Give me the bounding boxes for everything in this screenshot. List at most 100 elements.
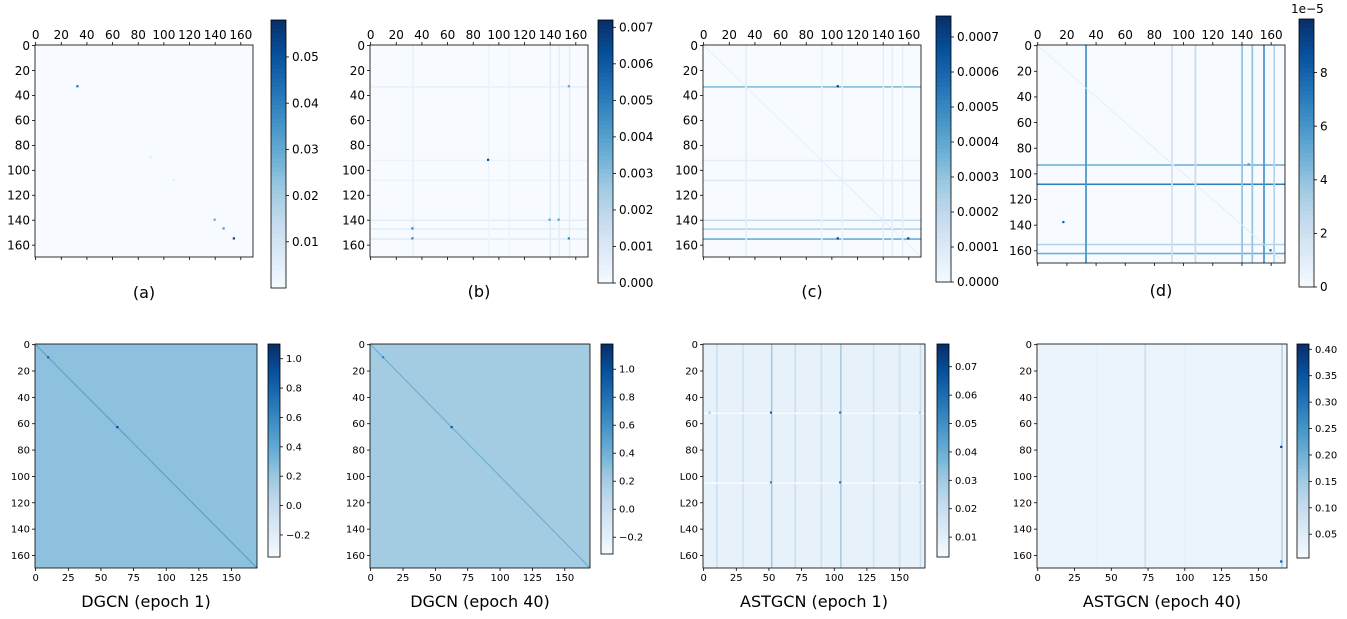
colorbar-tick-label: 6 — [1320, 119, 1328, 133]
colorbar-segment — [937, 553, 949, 558]
colorbar-segment — [1297, 433, 1309, 438]
colorbar-segment — [268, 489, 280, 494]
y-tick-label: 100 — [342, 164, 365, 178]
colorbar-segment — [601, 501, 613, 506]
colorbar-tick-label: 8 — [1320, 66, 1328, 80]
colorbar-segment — [271, 20, 286, 26]
colorbar-segment — [598, 177, 613, 183]
colorbar-segment — [598, 72, 613, 78]
x-tick-label: 80 — [1147, 28, 1162, 42]
colorbar-segment — [1297, 376, 1309, 381]
colorbar-tick-label: 0.000 — [619, 276, 653, 290]
colorbar-segment — [271, 87, 286, 93]
y-tick-label: 160 — [1009, 244, 1032, 258]
colorbar-segment — [937, 503, 949, 508]
colorbar-segment — [937, 542, 949, 547]
y-tick-label: 100 — [1013, 472, 1032, 483]
colorbar-segment — [598, 182, 613, 188]
colorbar-segment — [598, 68, 613, 74]
colorbar-multiplier: 1e−5 — [1291, 2, 1324, 16]
x-tick-label: 160 — [1260, 28, 1283, 42]
colorbar-segment — [1299, 36, 1314, 42]
colorbar-segment — [271, 162, 286, 168]
colorbar-segment — [1299, 220, 1314, 226]
x-tick-label: 150 — [890, 573, 909, 584]
colorbar-segment — [937, 446, 949, 452]
colorbar-segment — [1297, 483, 1309, 488]
colorbar-segment — [936, 202, 951, 208]
colorbar-segment — [1299, 23, 1314, 29]
colorbar-segment — [271, 28, 286, 34]
y-tick-label: 40 — [17, 393, 30, 404]
heatmap-frame — [702, 44, 922, 258]
heatmap-row-band — [1037, 252, 1285, 255]
colorbar-segment — [268, 535, 280, 540]
colorbar-segment — [598, 186, 613, 192]
x-tick-label: 120 — [178, 28, 201, 42]
colorbar-segment — [271, 131, 286, 137]
colorbar-segment — [601, 480, 613, 485]
colorbar-segment — [598, 129, 613, 135]
x-tick-label: 50 — [95, 573, 108, 584]
y-tick-label: 80 — [1019, 446, 1032, 457]
colorbar-segment — [936, 180, 951, 186]
colorbar-segment — [936, 55, 951, 61]
heatmap-cell — [172, 178, 175, 181]
colorbar-segment — [271, 171, 286, 177]
x-tick-label: 50 — [1105, 573, 1118, 584]
colorbar-segment — [1299, 77, 1314, 83]
colorbar-segment — [268, 436, 280, 441]
colorbar-segment — [1297, 472, 1309, 477]
colorbar-segment — [937, 358, 949, 363]
colorbar-segment — [601, 421, 613, 426]
colorbar-tick-label: 0.0 — [286, 501, 302, 512]
y-tick-label: 140 — [1009, 218, 1032, 232]
colorbar-segment — [1299, 81, 1314, 87]
y-tick-label: 160 — [342, 238, 365, 252]
heatmap-background — [1037, 344, 1287, 568]
colorbar-tick-label: 2 — [1320, 227, 1328, 241]
colorbar-segment — [1299, 121, 1314, 127]
colorbar-segment — [936, 273, 951, 279]
colorbar-segment — [936, 242, 951, 248]
heatmap-cell — [76, 85, 79, 88]
heatmap-column-band — [568, 45, 571, 257]
colorbar-segment — [601, 435, 613, 440]
colorbar-segment — [268, 482, 280, 487]
heatmap-frame — [369, 44, 589, 258]
colorbar-tick-label: 0.0006 — [957, 65, 999, 79]
colorbar-tick-label: −0.2 — [286, 530, 310, 541]
colorbar-segment — [271, 198, 286, 204]
y-tick-label: 80 — [15, 139, 30, 153]
colorbar-segment — [271, 24, 286, 30]
colorbar-tick-label: 0.001 — [619, 240, 653, 254]
heatmap-column-band — [1273, 45, 1276, 263]
y-tick-label: 160 — [675, 238, 698, 252]
colorbar-segment — [936, 73, 951, 79]
colorbar-segment — [268, 549, 280, 555]
x-tick-label: 140 — [872, 28, 895, 42]
colorbar-tick-label: 0.006 — [619, 57, 653, 71]
x-tick-label: 40 — [414, 28, 429, 42]
colorbar-segment — [936, 237, 951, 243]
x-tick-label: 0 — [32, 573, 38, 584]
colorbar-segment — [1297, 543, 1309, 548]
colorbar-segment — [1299, 32, 1314, 38]
colorbar-segment — [1297, 393, 1309, 399]
colorbar-tick-label: 0.30 — [1315, 398, 1337, 409]
colorbar-segment — [268, 400, 280, 405]
colorbar-segment — [937, 361, 949, 366]
colorbar-segment — [271, 154, 286, 160]
heatmap-column-band — [1085, 45, 1087, 263]
panel-caption: (a) — [133, 283, 155, 302]
colorbar-segment — [1297, 461, 1309, 466]
x-tick-label: 140 — [204, 28, 227, 42]
colorbar-segment — [268, 365, 280, 370]
colorbar-segment — [601, 368, 613, 373]
colorbar-segment — [937, 521, 949, 526]
x-tick-label: 25 — [730, 573, 743, 584]
colorbar-segment — [598, 98, 613, 104]
colorbar-segment — [268, 486, 280, 491]
